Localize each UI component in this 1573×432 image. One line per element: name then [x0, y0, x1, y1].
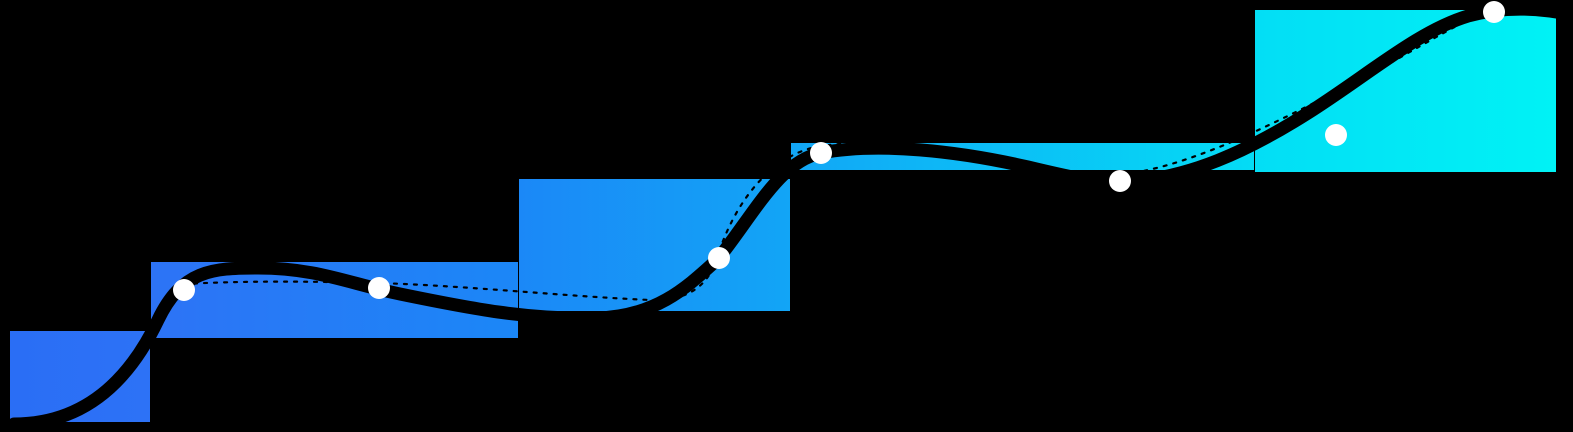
point-label: [1324, 119, 1327, 133]
point-label: [367, 272, 370, 286]
point-label: [172, 274, 175, 288]
data-point-markers: [173, 1, 1505, 301]
data-point-marker[interactable]: [1325, 124, 1347, 146]
data-point-marker[interactable]: [708, 247, 730, 269]
bar-3[interactable]: [519, 179, 790, 311]
main-line-curve: [7, 2, 1573, 431]
point-label: [1108, 165, 1111, 179]
point-label: [1482, 0, 1485, 10]
bars-group: [10, 10, 1556, 422]
data-point-marker[interactable]: [1109, 170, 1131, 192]
data-point-marker[interactable]: [1483, 1, 1505, 23]
data-point-marker[interactable]: [810, 142, 832, 164]
data-point-marker[interactable]: [173, 279, 195, 301]
data-point-marker[interactable]: [368, 277, 390, 299]
point-label: [809, 137, 812, 151]
point-label: [707, 242, 710, 256]
bar-5[interactable]: [1255, 10, 1556, 172]
